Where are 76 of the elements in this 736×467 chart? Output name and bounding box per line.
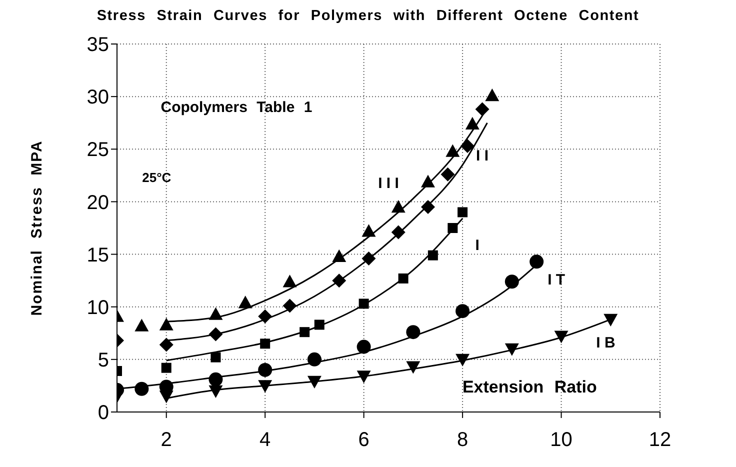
point — [458, 207, 468, 218]
y-tick-label: 20 — [86, 192, 109, 214]
point — [208, 327, 223, 342]
x-tick-label: 12 — [648, 429, 672, 452]
y-tick-label: 35 — [86, 34, 109, 56]
point — [208, 385, 223, 398]
point — [314, 320, 324, 330]
series-label: I — [475, 236, 480, 254]
point — [448, 223, 458, 233]
point — [456, 304, 470, 318]
point — [485, 88, 500, 102]
point — [356, 370, 371, 384]
y-tick-label: 30 — [86, 86, 109, 109]
point — [159, 318, 174, 330]
series-label: I B — [596, 334, 616, 352]
point — [134, 318, 149, 332]
point — [238, 296, 252, 308]
point — [398, 273, 408, 284]
point — [260, 338, 270, 349]
point — [307, 352, 322, 366]
y-axis-title: Nominal Stress MPA — [28, 140, 46, 316]
point — [362, 251, 376, 266]
point — [604, 314, 618, 326]
y-tick-label: 10 — [86, 296, 109, 319]
point — [440, 167, 455, 182]
point — [208, 372, 223, 386]
y-tick-label: 0 — [98, 402, 109, 424]
y-tick-label: 15 — [86, 244, 109, 266]
point — [456, 354, 470, 366]
point — [420, 200, 435, 214]
series-label: I T — [548, 272, 566, 289]
point — [391, 200, 406, 213]
point — [428, 250, 438, 260]
point — [391, 225, 406, 240]
point — [332, 249, 346, 262]
point — [258, 362, 272, 377]
point — [159, 338, 174, 352]
point — [504, 274, 519, 289]
point — [446, 144, 460, 157]
y-tick-label: 5 — [98, 350, 109, 372]
series-label: I I — [476, 147, 489, 164]
point — [356, 340, 371, 354]
point — [282, 274, 297, 288]
point — [460, 138, 474, 153]
point — [300, 327, 310, 338]
point — [307, 376, 322, 389]
point — [358, 298, 369, 309]
x-axis-title: Extension Ratio — [462, 378, 597, 397]
annotation: 25°C — [142, 170, 172, 186]
point — [282, 298, 297, 313]
annotation: Copolymers Table 1 — [160, 99, 312, 116]
y-tick-label: 25 — [86, 139, 109, 162]
x-tick-label: 8 — [456, 429, 468, 452]
point — [465, 116, 480, 130]
point — [504, 343, 519, 356]
point — [161, 362, 172, 373]
x-tick-label: 6 — [358, 429, 370, 452]
point — [134, 382, 149, 396]
point — [530, 254, 544, 269]
x-tick-label: 2 — [160, 429, 172, 452]
x-tick-label: 10 — [550, 429, 572, 452]
point — [420, 174, 435, 188]
point — [258, 380, 272, 393]
chart-title: Stress Strain Curves for Polymers with Different Octene Content — [96, 8, 640, 26]
series-label: I I I — [378, 174, 399, 192]
point — [258, 309, 272, 324]
point — [554, 330, 568, 344]
point — [159, 390, 174, 404]
point — [210, 352, 221, 362]
x-tick-label: 4 — [260, 429, 271, 452]
point — [475, 102, 490, 116]
point — [406, 361, 420, 374]
point — [406, 325, 420, 340]
point — [208, 307, 223, 320]
point — [362, 224, 376, 237]
point — [332, 274, 346, 288]
